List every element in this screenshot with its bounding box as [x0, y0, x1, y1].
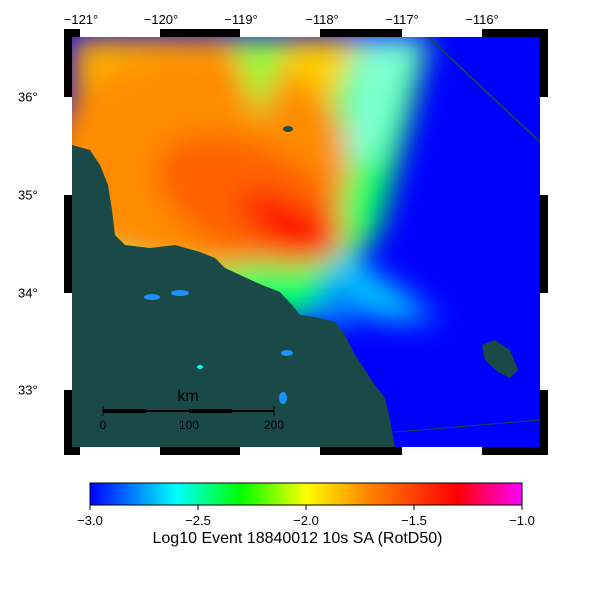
lat-tick-label: 34° [18, 285, 38, 301]
colorbar-tick-label: −2.5 [185, 513, 211, 528]
colorbar-tick-label: −2.0 [293, 513, 319, 528]
ground-motion-field [72, 37, 540, 447]
colorbar [89, 482, 523, 510]
scale-label: 0 [99, 418, 107, 432]
colorbar-title: Log10 Event 18840012 10s SA (RotD50) [152, 530, 443, 547]
lon-tick-label: −119° [224, 12, 258, 27]
colorbar-tick-label: −3.0 [77, 513, 103, 528]
scale-label: 100 [178, 418, 200, 432]
lon-tick-label: −120° [143, 12, 179, 27]
lon-tick-label: −117° [385, 12, 419, 27]
lon-tick-label: −121° [63, 12, 99, 27]
lon-tick-label: −118° [305, 12, 339, 27]
lon-tick-label: −116° [465, 12, 499, 27]
colorbar-tick-label: −1.5 [401, 513, 427, 528]
scale-label: 200 [263, 418, 285, 432]
scale-bar [102, 406, 275, 416]
lat-tick-label: 35° [18, 187, 38, 203]
lat-tick-label: 36° [18, 89, 38, 105]
colorbar-tick-label: −1.0 [509, 513, 535, 528]
lat-tick-label: 33° [18, 382, 38, 398]
scale-unit-label: km [177, 388, 199, 405]
